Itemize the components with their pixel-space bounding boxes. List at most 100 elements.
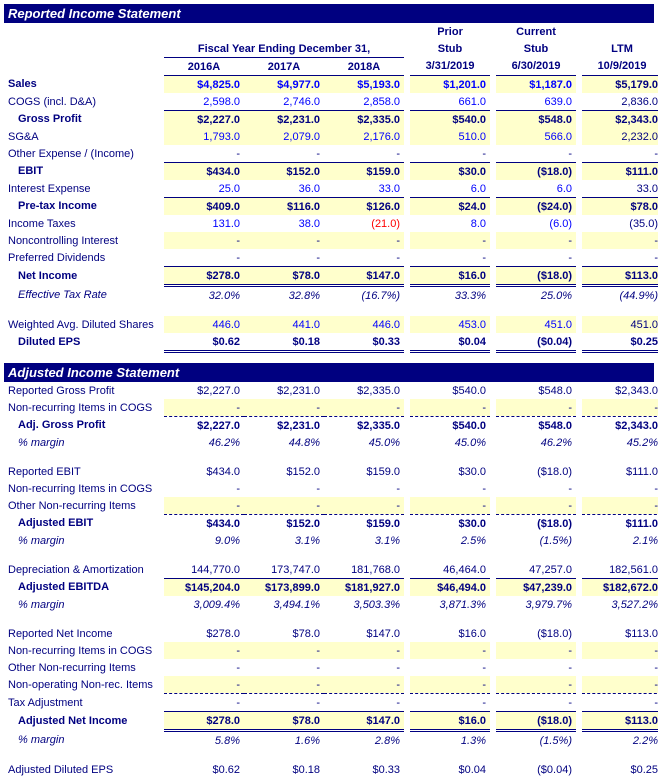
data-cell: 3,009.4%: [164, 596, 244, 613]
data-cell: 2.8%: [324, 731, 404, 750]
data-cell: 510.0: [410, 128, 490, 145]
row-label: Adjusted Diluted EPS: [4, 761, 164, 778]
row-label: Adjusted EBITDA: [4, 579, 164, 597]
data-cell: 1.3%: [410, 731, 490, 750]
data-cell: -: [164, 249, 244, 267]
data-cell: -: [582, 642, 658, 659]
data-cell: ($18.0): [496, 463, 576, 480]
data-cell: 47,257.0: [496, 561, 576, 579]
data-cell: -: [164, 232, 244, 249]
data-cell: $0.18: [244, 333, 324, 352]
data-cell: -: [244, 249, 324, 267]
data-cell: $0.04: [410, 761, 490, 778]
data-cell: $2,227.0: [164, 111, 244, 129]
data-cell: 2.5%: [410, 532, 490, 549]
data-cell: $78.0: [244, 712, 324, 731]
data-cell: $173,899.0: [244, 579, 324, 597]
data-cell: 3,871.3%: [410, 596, 490, 613]
row-label: Diluted EPS: [4, 333, 164, 352]
data-cell: $24.0: [410, 198, 490, 216]
data-cell: 44.8%: [244, 434, 324, 451]
data-cell: $116.0: [244, 198, 324, 216]
row-label: Non-recurring Items in COGS: [4, 480, 164, 497]
data-cell: $278.0: [164, 267, 244, 286]
data-cell: 131.0: [164, 215, 244, 232]
data-cell: 33.0: [582, 180, 658, 198]
col-header: 2017A: [244, 58, 324, 76]
data-cell: 32.8%: [244, 286, 324, 305]
data-cell: -: [582, 497, 658, 515]
data-cell: -: [324, 399, 404, 417]
data-cell: -: [410, 399, 490, 417]
data-cell: -: [164, 694, 244, 712]
data-cell: -: [164, 145, 244, 163]
data-cell: -: [324, 676, 404, 694]
row-label: Noncontrolling Interest: [4, 232, 164, 249]
data-cell: $2,335.0: [324, 382, 404, 399]
data-cell: $2,227.0: [164, 417, 244, 435]
data-cell: -: [164, 642, 244, 659]
data-cell: $182,672.0: [582, 579, 658, 597]
row-label: Effective Tax Rate: [4, 286, 164, 305]
data-cell: 6.0: [496, 180, 576, 198]
row-label: SG&A: [4, 128, 164, 145]
data-cell: 3,503.3%: [324, 596, 404, 613]
data-cell: $16.0: [410, 712, 490, 731]
reported-income-table: PriorCurrentFiscal Year Ending December …: [4, 23, 658, 353]
row-label: Other Expense / (Income): [4, 145, 164, 163]
data-cell: 46,464.0: [410, 561, 490, 579]
data-cell: -: [410, 145, 490, 163]
data-cell: $0.62: [164, 333, 244, 352]
data-cell: 3,979.7%: [496, 596, 576, 613]
data-cell: 1.6%: [244, 731, 324, 750]
data-cell: ($0.04): [496, 761, 576, 778]
data-cell: $548.0: [496, 111, 576, 129]
data-cell: -: [324, 480, 404, 497]
data-cell: -: [496, 232, 576, 249]
data-cell: -: [496, 480, 576, 497]
data-cell: $16.0: [410, 267, 490, 286]
data-cell: $2,343.0: [582, 417, 658, 435]
data-cell: -: [410, 694, 490, 712]
data-cell: $147.0: [324, 267, 404, 286]
data-cell: -: [324, 232, 404, 249]
data-cell: -: [244, 497, 324, 515]
data-cell: 36.0: [244, 180, 324, 198]
data-cell: $46,494.0: [410, 579, 490, 597]
row-label: Non-operating Non-rec. Items: [4, 676, 164, 694]
data-cell: $5,179.0: [582, 76, 658, 94]
row-label: Other Non-recurring Items: [4, 497, 164, 515]
data-cell: $111.0: [582, 463, 658, 480]
data-cell: ($0.04): [496, 333, 576, 352]
data-cell: $126.0: [324, 198, 404, 216]
data-cell: 5.8%: [164, 731, 244, 750]
data-cell: -: [164, 676, 244, 694]
data-cell: -: [244, 399, 324, 417]
row-label: Net Income: [4, 267, 164, 286]
data-cell: $2,227.0: [164, 382, 244, 399]
col-header: 3/31/2019: [410, 58, 490, 76]
prior-stub-label2: Stub: [410, 40, 490, 58]
data-cell: 38.0: [244, 215, 324, 232]
data-cell: $47,239.0: [496, 579, 576, 597]
row-label: Adjusted EBIT: [4, 515, 164, 533]
data-cell: 2,836.0: [582, 93, 658, 111]
data-cell: $5,193.0: [324, 76, 404, 94]
data-cell: -: [496, 249, 576, 267]
row-label: Non-recurring Items in COGS: [4, 399, 164, 417]
data-cell: $2,335.0: [324, 417, 404, 435]
data-cell: -: [582, 399, 658, 417]
data-cell: 8.0: [410, 215, 490, 232]
data-cell: 25.0%: [496, 286, 576, 305]
data-cell: $409.0: [164, 198, 244, 216]
data-cell: $113.0: [582, 267, 658, 286]
row-label: % margin: [4, 532, 164, 549]
data-cell: $113.0: [582, 712, 658, 731]
data-cell: 45.0%: [410, 434, 490, 451]
data-cell: $0.62: [164, 761, 244, 778]
data-cell: -: [582, 249, 658, 267]
data-cell: $147.0: [324, 625, 404, 642]
row-label: Tax Adjustment: [4, 694, 164, 712]
data-cell: $78.0: [582, 198, 658, 216]
data-cell: ($24.0): [496, 198, 576, 216]
